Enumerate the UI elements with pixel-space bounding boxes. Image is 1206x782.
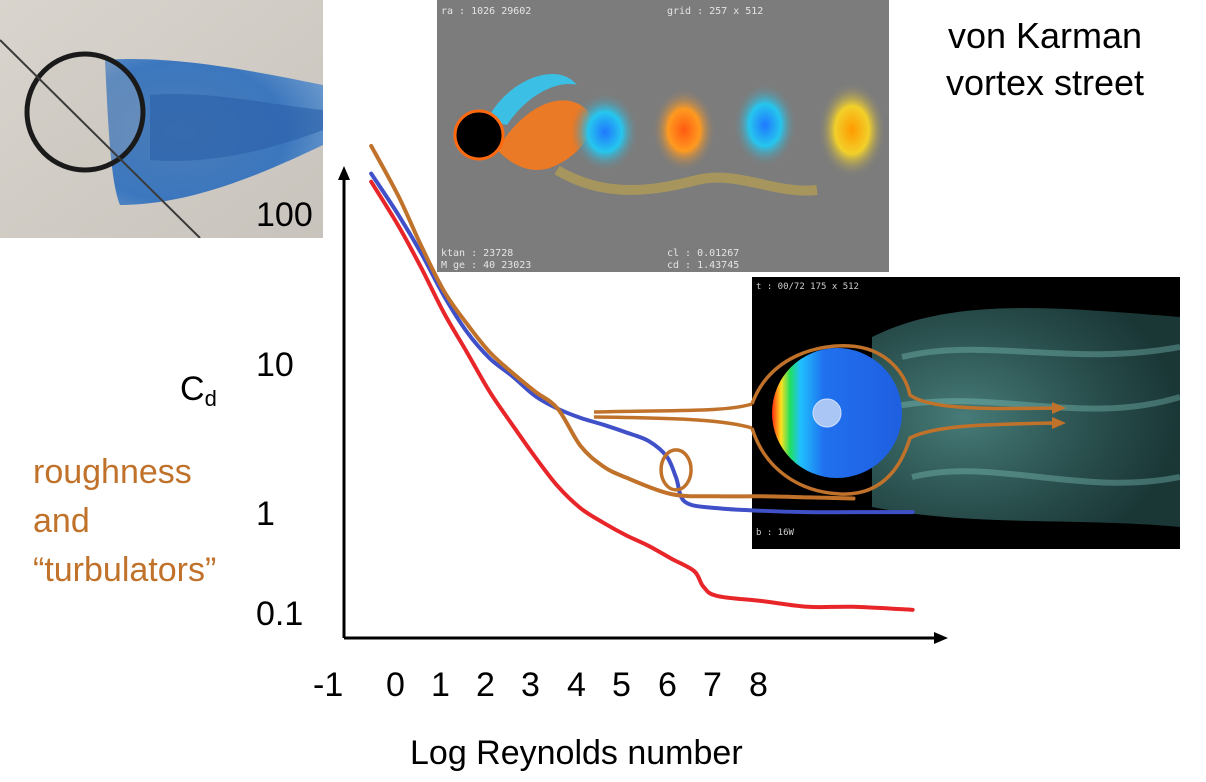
x-tick-label: 2 — [476, 666, 495, 704]
series-blue-line — [369, 171, 915, 515]
streamline-overlay — [593, 344, 1066, 496]
x-tick-label: 5 — [612, 666, 631, 704]
x-axis-arrow — [934, 632, 948, 644]
y-axis-label-main: C — [180, 370, 205, 408]
turbulent-wake-panel: t : 00/72 175 x 512 b : 16W — [752, 277, 1180, 549]
svg-text:ra : 1026 29602: ra : 1026 29602 — [441, 6, 531, 17]
vortex-label-line2: vortex street — [945, 62, 1145, 103]
vortex-street-panel: ra : 1026 29602 grid : 257 x 512 ktan : … — [437, 0, 889, 272]
y-axis-label: Cd — [180, 370, 217, 412]
streamline-upper-in — [593, 402, 753, 414]
series-orange-line — [369, 143, 856, 501]
roughness-line1: roughness — [33, 453, 192, 491]
x-tick-label: -1 — [313, 666, 344, 704]
chart-series — [369, 143, 915, 612]
x-tick-label: 0 — [386, 666, 405, 704]
series-red-line — [369, 179, 915, 612]
cylinder-dye-photo — [0, 0, 323, 238]
streamline-upper-wrap — [750, 344, 1059, 411]
chart-axes — [338, 166, 948, 644]
roughness-label: roughness and “turbulators” — [33, 448, 216, 595]
x-tick-label: 3 — [521, 666, 540, 704]
streamline-arrow-upper — [1052, 402, 1066, 414]
svg-text:cl : 0.01267: cl : 0.01267 — [667, 248, 739, 259]
y-tick-label: 10 — [256, 346, 294, 384]
x-axis-label: Log Reynolds number — [410, 734, 743, 772]
streamline-arrow-lower — [1052, 417, 1066, 429]
svg-text:M ge : 40 23023: M ge : 40 23023 — [441, 260, 531, 271]
svg-text:grid : 257 x 512: grid : 257 x 512 — [667, 6, 763, 17]
roughness-line3: “turbulators” — [33, 551, 217, 589]
svg-text:b : 16W: b : 16W — [756, 528, 795, 538]
streamline-lower-in — [593, 415, 753, 430]
y-axis-label-sub: d — [204, 386, 217, 411]
svg-text:cd : 1.43745: cd : 1.43745 — [667, 260, 739, 271]
x-tick-label: 6 — [658, 666, 677, 704]
y-tick-label: 1 — [256, 495, 275, 533]
svg-text:t : 00/72 175 x 512: t : 00/72 175 x 512 — [756, 282, 859, 292]
x-tick-label: 7 — [703, 666, 722, 704]
transition-annotation-ellipse — [659, 448, 693, 492]
roughness-line2: and — [33, 502, 90, 540]
y-axis-arrow — [338, 166, 350, 180]
x-tick-label: 1 — [431, 666, 450, 704]
x-tick-label: 4 — [567, 666, 586, 704]
vortex-street-label: von Karman vortex street — [920, 12, 1170, 106]
vortex-label-line1: von Karman — [947, 15, 1143, 56]
y-tick-label: 0.1 — [256, 595, 304, 633]
streamline-lower-wrap — [750, 421, 1059, 496]
x-tick-label: 8 — [749, 666, 768, 704]
svg-text:ktan : 23728: ktan : 23728 — [441, 248, 513, 259]
y-tick-label: 100 — [256, 196, 313, 234]
